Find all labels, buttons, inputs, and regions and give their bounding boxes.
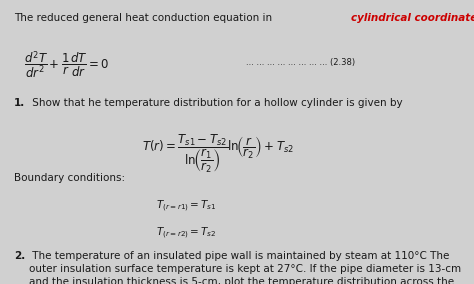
Text: ... ... ... ... ... ... ... ... (2.38): ... ... ... ... ... ... ... ... (2.38) (246, 58, 356, 67)
Text: 1.: 1. (14, 98, 26, 108)
Text: Show that he temperature distribution for a hollow cylinder is given by: Show that he temperature distribution fo… (29, 98, 402, 108)
Text: Boundary conditions:: Boundary conditions: (14, 173, 125, 183)
Text: The reduced general heat conduction equation in: The reduced general heat conduction equa… (14, 13, 275, 23)
Text: $T_{(r=r1)} = T_{s1}$: $T_{(r=r1)} = T_{s1}$ (156, 199, 217, 214)
Text: $\dfrac{d^2T}{dr^2} + \dfrac{1}{r}\dfrac{dT}{dr} = 0$: $\dfrac{d^2T}{dr^2} + \dfrac{1}{r}\dfrac… (24, 50, 109, 81)
Text: $T_{(r=r2)} = T_{s2}$: $T_{(r=r2)} = T_{s2}$ (156, 226, 217, 241)
Text: 2.: 2. (14, 251, 26, 261)
Text: $T(r) = \dfrac{T_{s1} - T_{s2}}{\mathrm{ln}\!\left(\dfrac{r_1}{r_2}\right)} \mat: $T(r) = \dfrac{T_{s1} - T_{s2}}{\mathrm{… (142, 132, 294, 175)
Text: cylindrical coordinates: cylindrical coordinates (352, 13, 474, 23)
Text: The temperature of an insulated pipe wall is maintained by steam at 110°C The
ou: The temperature of an insulated pipe wal… (29, 251, 461, 284)
